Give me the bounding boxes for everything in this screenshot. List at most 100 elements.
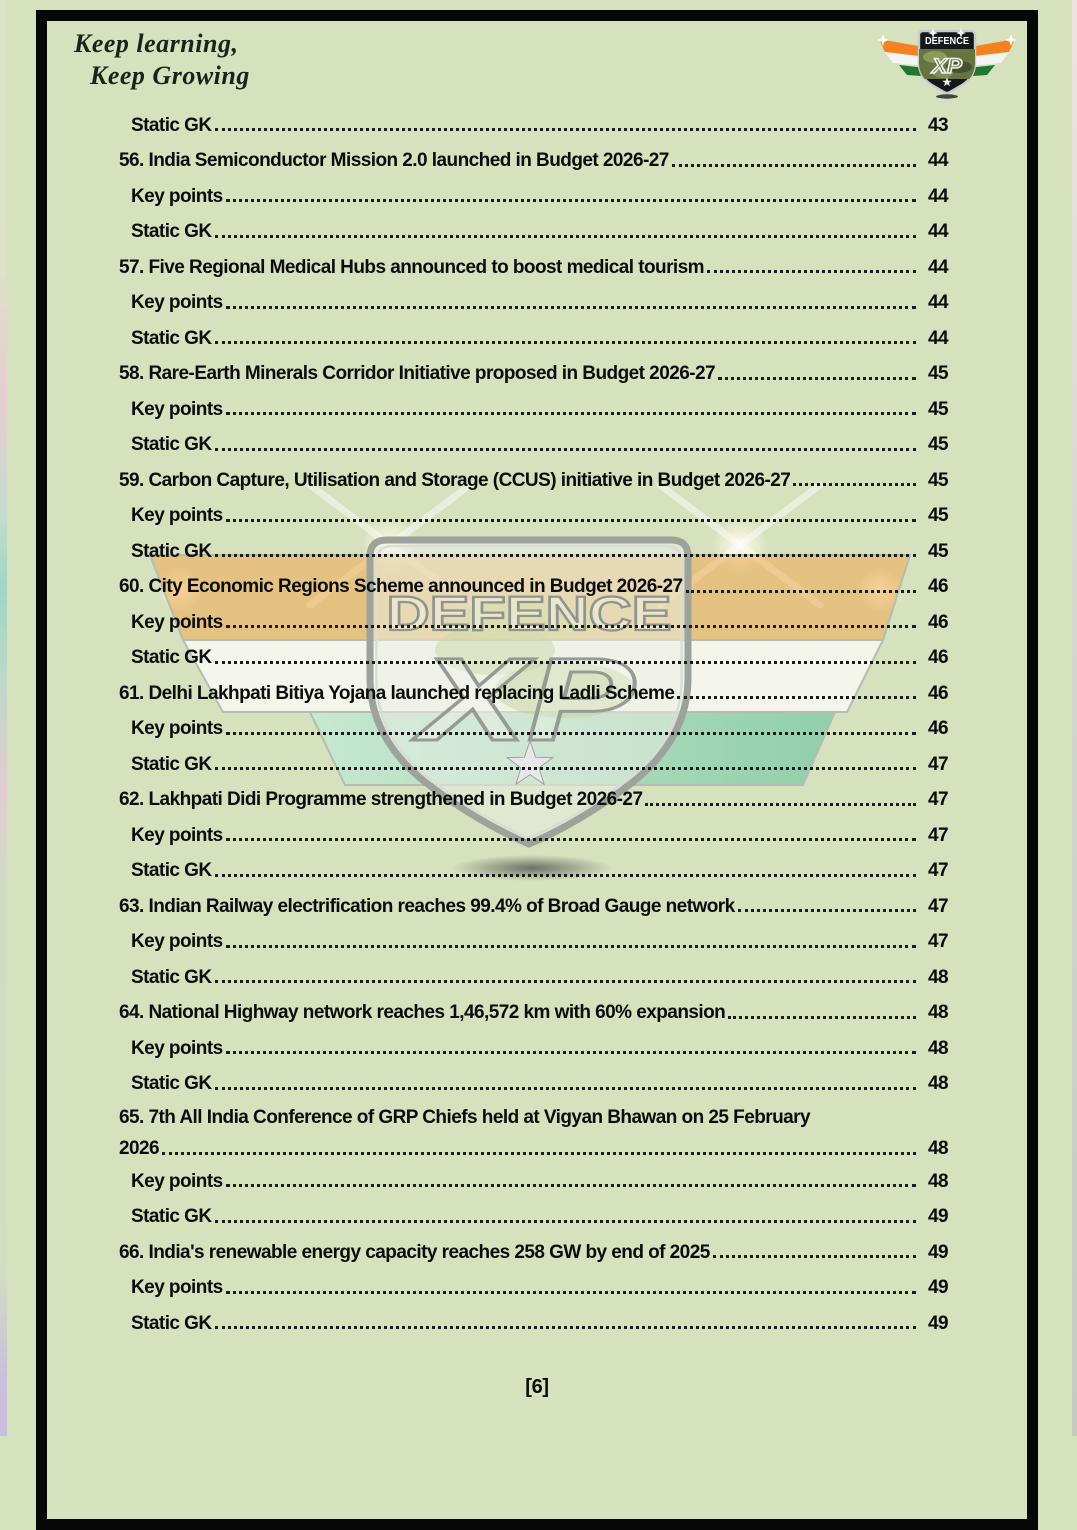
- dotted-leader: [728, 1015, 916, 1019]
- dotted-leader: [225, 412, 916, 416]
- toc-entry-title: Key points: [131, 1170, 223, 1192]
- toc-entry[interactable]: 59. Carbon Capture, Utilisation and Stor…: [47, 463, 1027, 499]
- toc-entry-title: 65. 7th All India Conference of GRP Chie…: [119, 1107, 811, 1128]
- toc-subentry[interactable]: Static GK 48: [47, 960, 1027, 996]
- dotted-leader: [214, 447, 916, 451]
- toc-subentry[interactable]: Static GK 44: [47, 215, 1027, 251]
- toc-subentry[interactable]: Static GK 45: [47, 534, 1027, 570]
- dotted-leader: [214, 128, 916, 132]
- dotted-leader: [214, 1086, 916, 1090]
- toc-entry-title: Key points: [131, 611, 223, 633]
- toc-entry-title: Key points: [131, 1277, 223, 1299]
- toc-entry-title: Static GK: [131, 1206, 212, 1228]
- toc-subentry[interactable]: Static GK 44: [47, 321, 1027, 357]
- toc-entry-title: 56. India Semiconductor Mission 2.0 laun…: [119, 150, 669, 172]
- dotted-leader: [214, 767, 916, 771]
- toc-entry-page: 44: [927, 327, 949, 349]
- tagline-line2: Keep Growing: [90, 61, 250, 90]
- toc-entry-title: 57. Five Regional Medical Hubs announced…: [119, 256, 705, 278]
- toc-entry-page: 47: [927, 931, 949, 953]
- logo-brand-bottom: XP: [931, 55, 963, 78]
- left-edge-gradient: [0, 0, 7, 1436]
- toc-entry-page: 47: [927, 895, 949, 917]
- toc-entry-title: Static GK: [131, 327, 212, 349]
- toc-entry-title: 64. National Highway network reaches 1,4…: [119, 1002, 726, 1024]
- toc-entry[interactable]: 65. 7th All India Conference of GRP Chie…: [47, 1102, 1027, 1134]
- dotted-leader: [707, 270, 916, 274]
- toc-entry-title: Static GK: [131, 540, 212, 562]
- page-content: Keep learning, Keep Growing: [47, 21, 1027, 1519]
- toc-subentry[interactable]: Static GK 47: [47, 747, 1027, 783]
- dotted-leader: [162, 1151, 916, 1155]
- dotted-leader: [712, 1255, 916, 1259]
- page-number: [6]: [525, 1375, 549, 1398]
- toc-entry-title: Static GK: [131, 221, 212, 243]
- toc-entry-page: 44: [927, 256, 949, 278]
- toc-entry[interactable]: 57. Five Regional Medical Hubs announced…: [47, 250, 1027, 286]
- toc-subentry[interactable]: Static GK 48: [47, 1067, 1027, 1103]
- toc-subentry[interactable]: Key points 48: [47, 1031, 1027, 1067]
- toc-subentry[interactable]: Key points 48: [47, 1164, 1027, 1200]
- page-border-frame: Keep learning, Keep Growing: [36, 10, 1038, 1530]
- logo-star-icon: [942, 77, 952, 87]
- tagline-line1: Keep learning,: [74, 29, 239, 58]
- toc-subentry[interactable]: Key points 49: [47, 1271, 1027, 1307]
- toc-entry-page: 49: [927, 1241, 949, 1263]
- toc-entry-page: 44: [927, 185, 949, 207]
- toc-entry-page: 49: [927, 1312, 949, 1334]
- toc-subentry[interactable]: Key points 47: [47, 925, 1027, 961]
- toc-entry-page: 45: [927, 540, 949, 562]
- toc-entry-page: 46: [927, 647, 949, 669]
- toc-entry[interactable]: 61. Delhi Lakhpati Bitiya Yojana launche…: [47, 676, 1027, 712]
- right-edge-strip: [1072, 0, 1077, 1436]
- toc-entry-title: 62. Lakhpati Didi Programme strengthened…: [119, 789, 643, 811]
- toc-entry[interactable]: 60. City Economic Regions Scheme announc…: [47, 570, 1027, 606]
- toc-entry[interactable]: 64. National Highway network reaches 1,4…: [47, 996, 1027, 1032]
- logo-brand-top: DEFENCE: [925, 35, 969, 47]
- toc-entry[interactable]: 66. India's renewable energy capacity re…: [47, 1235, 1027, 1271]
- toc-subentry[interactable]: Static GK 49: [47, 1200, 1027, 1236]
- dotted-leader: [225, 944, 916, 948]
- toc-subentry[interactable]: Key points 44: [47, 286, 1027, 322]
- dotted-leader: [645, 802, 916, 806]
- toc-entry-title: Key points: [131, 718, 223, 740]
- toc-entry[interactable]: 58. Rare-Earth Minerals Corridor Initiat…: [47, 357, 1027, 393]
- toc-entry-title: Key points: [131, 931, 223, 953]
- toc-subentry[interactable]: Static GK 49: [47, 1306, 1027, 1342]
- toc-subentry[interactable]: Key points 45: [47, 499, 1027, 535]
- dotted-leader: [214, 554, 916, 558]
- logo-sparkles: [877, 28, 1017, 46]
- toc-entry-title: 59. Carbon Capture, Utilisation and Stor…: [119, 469, 791, 491]
- dotted-leader: [225, 625, 916, 629]
- toc-subentry[interactable]: Key points 45: [47, 392, 1027, 428]
- toc-subentry[interactable]: Key points 46: [47, 605, 1027, 641]
- logo-shadow: [936, 94, 958, 99]
- toc-entry-page: 47: [927, 789, 949, 811]
- toc-subentry[interactable]: Static GK 45: [47, 428, 1027, 464]
- toc-entry[interactable]: 62. Lakhpati Didi Programme strengthened…: [47, 783, 1027, 819]
- toc-entry-title: Static GK: [131, 860, 212, 882]
- toc-entry[interactable]: 56. India Semiconductor Mission 2.0 laun…: [47, 144, 1027, 180]
- dotted-leader: [737, 909, 916, 913]
- toc-entry-title: Key points: [131, 398, 223, 420]
- dotted-leader: [225, 305, 916, 309]
- toc-subentry[interactable]: Key points 44: [47, 179, 1027, 215]
- toc-subentry[interactable]: Static GK 43: [47, 108, 1027, 144]
- dotted-leader: [214, 873, 916, 877]
- toc-entry-title: Static GK: [131, 647, 212, 669]
- toc-subentry[interactable]: Key points 46: [47, 712, 1027, 748]
- toc-entry-page: 43: [927, 114, 949, 136]
- toc-subentry[interactable]: Static GK 46: [47, 641, 1027, 677]
- toc-entry[interactable]: 63. Indian Railway electrification reach…: [47, 889, 1027, 925]
- toc-subentry[interactable]: Key points 47: [47, 818, 1027, 854]
- toc-entry-page: 48: [927, 1138, 949, 1159]
- toc-entry-title: 61. Delhi Lakhpati Bitiya Yojana launche…: [119, 682, 675, 704]
- toc-entry-page: 48: [927, 1037, 949, 1059]
- toc-entry[interactable]: 2026 48: [47, 1134, 1027, 1164]
- tagline: Keep learning, Keep Growing: [74, 29, 250, 91]
- toc-entry-title: Key points: [131, 824, 223, 846]
- toc-subentry[interactable]: Static GK 47: [47, 854, 1027, 890]
- toc-entry-page: 47: [927, 753, 949, 775]
- toc-entry-title: Static GK: [131, 1073, 212, 1095]
- toc-entry-title: Static GK: [131, 966, 212, 988]
